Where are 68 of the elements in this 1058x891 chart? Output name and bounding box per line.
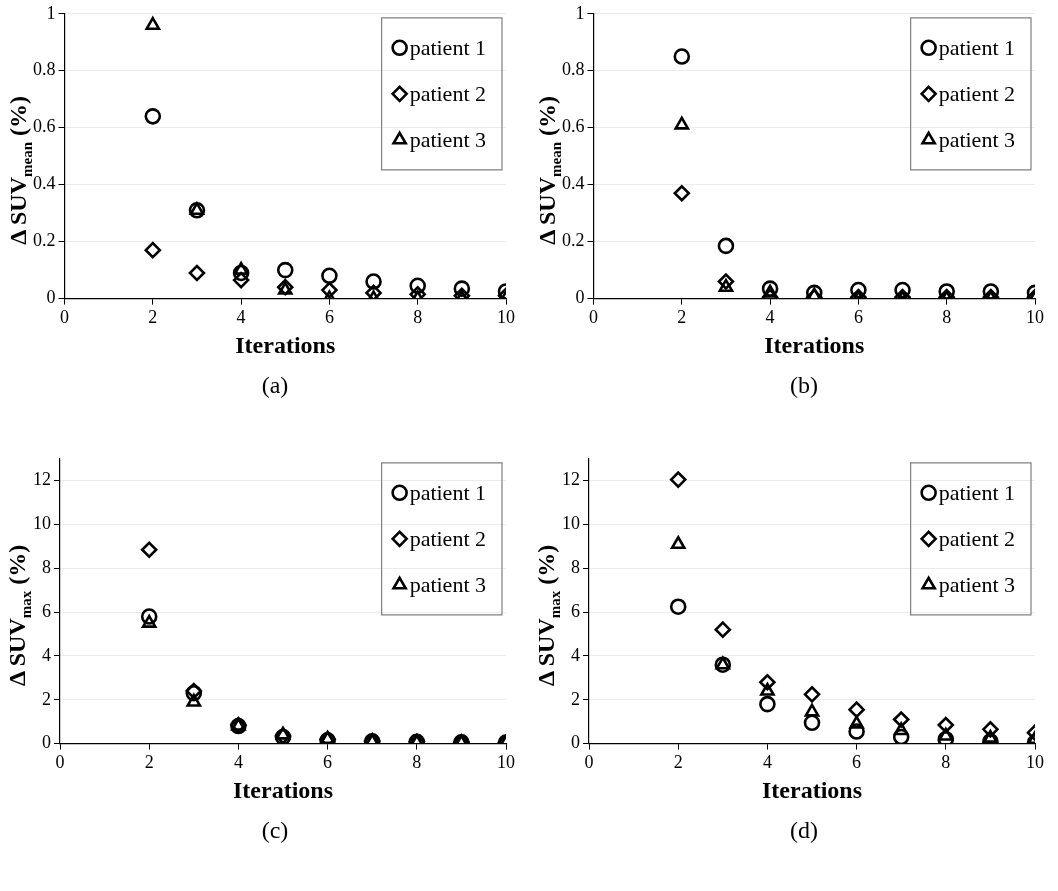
y-tick-label: 2 <box>571 688 580 709</box>
x-tick-label: 8 <box>412 752 422 773</box>
y-tick-label: 0.4 <box>562 173 585 194</box>
y-tick-label: 8 <box>571 557 580 578</box>
y-tick-label: 10 <box>33 513 51 534</box>
legend-label: patient 2 <box>409 525 487 551</box>
x-tick-label: 2 <box>144 752 154 773</box>
y-tick-label: 4 <box>42 644 51 665</box>
x-tick-label: 4 <box>233 752 243 773</box>
y-tick-label: 0 <box>46 287 56 308</box>
x-tick-label: 0 <box>589 307 598 328</box>
legend-label: patient 1 <box>409 479 487 505</box>
x-tick-label: 10 <box>497 307 515 328</box>
y-tick-label: 1 <box>575 2 585 23</box>
legend-label: patient 1 <box>409 34 487 60</box>
x-tick-label: 4 <box>765 307 775 328</box>
x-axis-title: Iterations <box>235 331 336 358</box>
x-tick-label: 10 <box>497 752 515 773</box>
y-tick-label: 10 <box>562 513 580 534</box>
y-tick-label: 0.4 <box>33 173 56 194</box>
legend-label: patient 2 <box>938 525 1016 551</box>
legend-label: patient 2 <box>938 80 1016 106</box>
x-axis-title: Iterations <box>764 331 865 358</box>
y-tick-label: 12 <box>33 469 51 490</box>
y-tick-label: 2 <box>42 688 51 709</box>
y-tick-label: 0.2 <box>33 230 56 251</box>
x-tick-label: 2 <box>673 752 683 773</box>
y-tick-label: 0.8 <box>562 59 585 80</box>
y-tick-label: 0.8 <box>33 59 56 80</box>
x-tick-label: 2 <box>677 307 687 328</box>
y-tick-label: 8 <box>42 557 51 578</box>
legend-label: patient 1 <box>938 479 1016 505</box>
x-tick-label: 0 <box>60 307 69 328</box>
y-tick-label: 0.6 <box>562 116 585 137</box>
x-tick-label: 10 <box>1026 307 1044 328</box>
y-tick-label: 0.6 <box>33 116 56 137</box>
y-tick-label: 0.2 <box>562 230 585 251</box>
legend-label: patient 2 <box>409 80 487 106</box>
x-tick-label: 8 <box>941 752 951 773</box>
y-tick-label: 12 <box>562 469 580 490</box>
y-tick-label: 1 <box>46 2 56 23</box>
x-tick-label: 4 <box>762 752 772 773</box>
text: (b) <box>789 372 819 399</box>
x-tick-label: 8 <box>413 307 423 328</box>
x-tick-label: 4 <box>236 307 246 328</box>
text: (c) <box>260 817 290 844</box>
legend-label: patient 3 <box>409 126 487 152</box>
x-tick-label: 6 <box>853 307 863 328</box>
legend-label: patient 3 <box>938 571 1016 597</box>
legend-label: patient 3 <box>938 126 1016 152</box>
y-tick-label: 0 <box>571 732 580 753</box>
text: (d) <box>789 817 819 844</box>
y-tick-label: 6 <box>571 600 580 621</box>
x-axis-title: Iterations <box>762 776 862 803</box>
x-axis-title: Iterations <box>233 776 333 803</box>
text: (a) <box>260 372 290 399</box>
x-tick-label: 2 <box>148 307 158 328</box>
y-tick-label: 0 <box>42 732 51 753</box>
x-tick-label: 6 <box>852 752 862 773</box>
x-tick-label: 8 <box>942 307 952 328</box>
legend-label: patient 1 <box>938 34 1016 60</box>
y-tick-label: 4 <box>571 644 580 665</box>
x-tick-label: 6 <box>324 307 334 328</box>
legend-label: patient 3 <box>409 571 487 597</box>
x-tick-label: 10 <box>1026 752 1044 773</box>
x-tick-label: 6 <box>323 752 333 773</box>
y-tick-label: 6 <box>42 600 51 621</box>
y-tick-label: 0 <box>575 287 585 308</box>
